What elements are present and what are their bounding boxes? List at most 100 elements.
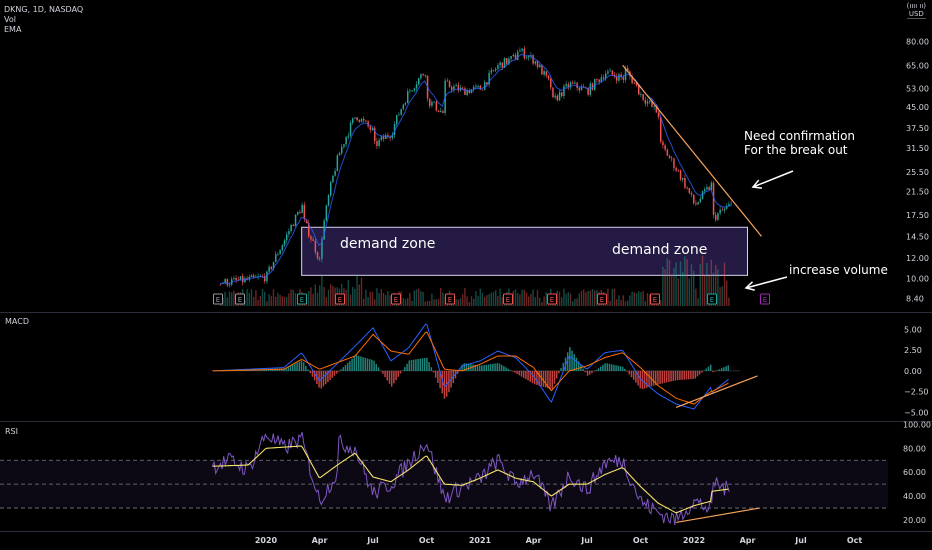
- candle: [226, 278, 229, 287]
- candle-body: [706, 187, 708, 190]
- macd-histogram-bar: [349, 360, 351, 371]
- macd-histogram-bar: [494, 363, 496, 371]
- volume-bar: [675, 262, 677, 306]
- candle-body: [242, 276, 244, 283]
- macd-histogram-bar: [408, 360, 411, 371]
- volume-bar: [569, 293, 572, 306]
- candle: [424, 74, 427, 78]
- candle: [319, 256, 321, 261]
- macd-histogram-bar: [415, 359, 417, 371]
- candle-body: [598, 79, 600, 82]
- time-axis: 2020 Apr Jul Oct 2021 Apr Jul Oct 2022 Apr Jul Oct: [255, 536, 862, 545]
- volume-bar: [233, 290, 235, 306]
- macd-histogram-bar: [285, 367, 287, 371]
- candle: [459, 84, 462, 92]
- macd-histogram-bar: [692, 370, 694, 379]
- candle-body: [662, 141, 664, 146]
- candle: [453, 83, 455, 93]
- candle-body: [574, 82, 576, 84]
- macd-histogram-bar: [340, 369, 342, 371]
- macd-histogram-bar: [364, 357, 367, 371]
- volume-bar: [473, 298, 475, 306]
- earnings-badge: E: [650, 293, 660, 305]
- candle-body: [523, 48, 526, 59]
- price-tick-label: 25.50: [906, 168, 929, 177]
- volume-bar: [231, 292, 233, 306]
- candle: [398, 112, 400, 116]
- candle: [492, 69, 495, 72]
- candle: [466, 88, 468, 97]
- earnings-badge-box: [650, 293, 660, 305]
- candle: [325, 204, 328, 222]
- earnings-badge-letter: E: [238, 296, 242, 304]
- candle: [616, 73, 618, 84]
- earnings-badge: E: [445, 293, 455, 305]
- volume-bar: [541, 301, 543, 306]
- macd-histogram-bar: [709, 364, 712, 371]
- candle-body: [396, 115, 398, 125]
- volume-bar: [270, 296, 272, 306]
- macd-histogram-bar: [360, 356, 362, 371]
- candle: [448, 79, 451, 88]
- volume-bar: [545, 292, 547, 306]
- macd-histogram-bar: [388, 370, 391, 384]
- candle-body: [409, 90, 411, 92]
- candle-body: [534, 61, 537, 64]
- rsi-pane-label[interactable]: RSI: [5, 427, 18, 436]
- macd-histogram-bar: [443, 370, 446, 399]
- candle: [343, 144, 345, 150]
- macd-tick-label: 2.50: [904, 346, 922, 355]
- volume-bar: [523, 289, 525, 306]
- volume-bar: [638, 291, 640, 306]
- candle: [396, 114, 398, 127]
- time-tick-label: Apr: [312, 536, 328, 545]
- candle: [594, 78, 596, 91]
- macd-pane-label[interactable]: MACD: [5, 317, 29, 326]
- macd-histogram-bar: [430, 367, 433, 371]
- macd-tick-label: −5.00: [904, 408, 929, 417]
- candle: [655, 104, 658, 113]
- candle: [242, 273, 244, 286]
- earnings-badge-box: [391, 293, 401, 305]
- candle-body: [657, 112, 660, 117]
- candle: [286, 231, 288, 244]
- volume-bar: [543, 296, 545, 306]
- macd-histogram-bar: [619, 366, 622, 371]
- macd-histogram-bar: [432, 370, 435, 373]
- volume-bar: [640, 292, 642, 306]
- macd-histogram-bar: [665, 370, 668, 383]
- macd-histogram-bar: [505, 367, 507, 371]
- volume-bar: [407, 297, 409, 306]
- candle-body: [352, 118, 354, 123]
- volume-indicator-label[interactable]: Vol: [4, 15, 16, 24]
- volume-bar: [308, 290, 310, 306]
- candle: [497, 63, 499, 71]
- candle: [376, 137, 378, 150]
- volume-bar: [488, 294, 490, 306]
- volume-bar: [618, 295, 620, 306]
- symbol-legend[interactable]: DKNG, 1D, NASDAQ Vol EMA: [4, 5, 83, 35]
- ema-indicator-label[interactable]: EMA: [4, 25, 22, 34]
- earnings-badge-letter: E: [600, 296, 604, 304]
- currency-label[interactable]: (ıııı ıı) USD: [906, 2, 926, 19]
- volume-bar: [376, 288, 378, 306]
- candle: [671, 155, 673, 162]
- candle: [642, 93, 644, 102]
- price-axis: 80.00 65.00 53.00 45.00 37.50 31.50 25.50 21.50…: [906, 38, 929, 304]
- volume-bar: [578, 293, 580, 306]
- candle-body: [488, 72, 490, 85]
- candle-body: [393, 124, 396, 136]
- candle-body: [506, 58, 508, 64]
- earnings-badge-box: [445, 293, 455, 305]
- volume-bar: [525, 292, 528, 306]
- macd-histogram-bar: [406, 363, 408, 371]
- volume-bar: [497, 295, 499, 306]
- volume-bar: [246, 289, 248, 306]
- macd-histogram-bar: [516, 370, 518, 374]
- candle: [539, 63, 541, 68]
- candle: [270, 266, 273, 271]
- macd-histogram-bar: [584, 370, 587, 373]
- price-tick-label: 8.40: [906, 295, 924, 304]
- candle-body: [294, 214, 297, 227]
